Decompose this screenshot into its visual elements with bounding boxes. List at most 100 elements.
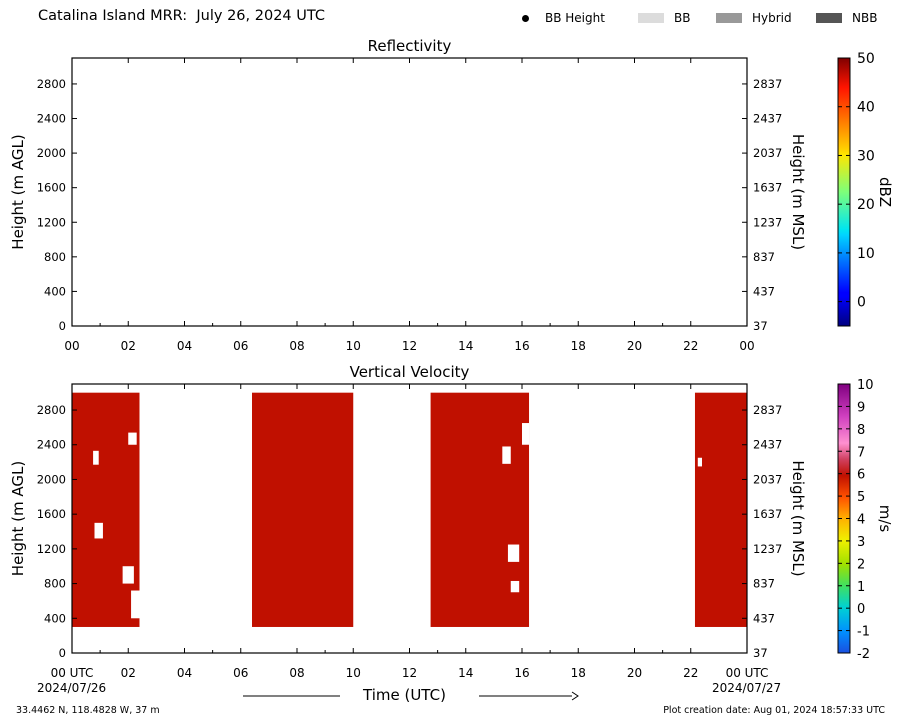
x-tick-label: 06 [233, 666, 248, 680]
arrow-head-icon [571, 691, 579, 701]
x-tick-label: 10 [346, 666, 361, 680]
y-right-axis-label: Height (m MSL) [789, 134, 807, 250]
y-tick-label: 800 [44, 577, 66, 591]
legend-marker [638, 13, 664, 23]
y-tick-label: 2400 [37, 112, 66, 126]
velocity-region [694, 392, 747, 627]
y-right-tick-label: 37 [753, 646, 768, 660]
x-tick-label: 18 [571, 666, 586, 680]
legend-item-hybrid: Hybrid [716, 11, 792, 25]
y-right-tick-label: 2037 [753, 472, 782, 486]
y-tick-label: 2000 [37, 472, 66, 486]
end-date-label: 2024/07/27 [712, 681, 782, 695]
data-gap [93, 450, 99, 465]
x-tick-label: 08 [289, 666, 304, 680]
y-tick-label: 2000 [37, 146, 66, 160]
y-right-tick-label: 1637 [753, 181, 782, 195]
x-tick-label: 06 [233, 339, 248, 353]
x-tick-label: 22 [683, 666, 698, 680]
legend-marker [522, 14, 529, 22]
data-gap [507, 544, 520, 562]
colorbar-tick-label: 50 [857, 51, 875, 67]
colorbar-tick-label: 4 [857, 513, 865, 528]
colorbar-tick-label: 0 [857, 295, 866, 311]
data-gap [697, 457, 702, 467]
x-tick-label: 00 UTC [51, 666, 94, 680]
x-axis-label: Time (UTC) [363, 686, 446, 704]
x-tick-label: 20 [627, 339, 642, 353]
y-right-axis-label: Height (m MSL) [789, 460, 807, 576]
y-right-tick-label: 2837 [753, 77, 782, 91]
x-tick-label: 08 [289, 339, 304, 353]
y-tick-label: 800 [44, 250, 66, 264]
colorbar-tick-label: 9 [857, 400, 865, 415]
x-tick-label: 04 [177, 666, 192, 680]
x-tick-label: 16 [514, 666, 529, 680]
colorbar-tick-label: -2 [857, 647, 870, 662]
x-tick-label: 20 [627, 666, 642, 680]
x-tick-label: 00 [64, 339, 79, 353]
y-right-tick-label: 837 [753, 577, 775, 591]
colorbar-tick-label: 40 [857, 100, 875, 116]
y-tick-label: 1200 [37, 215, 66, 229]
colorbar-tick-label: 1 [857, 580, 865, 595]
y-right-tick-label: 1237 [753, 542, 782, 556]
x-tick-label: 00 UTC [726, 666, 769, 680]
x-tick-label: 14 [458, 339, 473, 353]
plot-frame [71, 57, 748, 327]
colorbar-tick-label: -1 [857, 625, 870, 640]
y-tick-label: 1200 [37, 542, 66, 556]
colorbar-tick-label: 10 [857, 378, 874, 393]
y-tick-label: 2400 [37, 438, 66, 452]
x-tick-label: 02 [121, 339, 136, 353]
colorbar-tick-label: 2 [857, 557, 865, 572]
data-gap [522, 423, 530, 445]
y-right-tick-label: 2037 [753, 146, 782, 160]
y-tick-label: 2800 [37, 403, 66, 417]
y-right-tick-label: 837 [753, 250, 775, 264]
y-right-tick-label: 437 [753, 284, 775, 298]
colorbar-tick-label: 8 [857, 423, 865, 438]
legend-label: NBB [852, 11, 878, 25]
plot-creation-date: Plot creation date: Aug 01, 2024 18:57:3… [663, 705, 885, 716]
data-gap [122, 566, 134, 584]
y-tick-label: 2800 [37, 77, 66, 91]
y-tick-label: 1600 [37, 507, 66, 521]
y-right-tick-label: 2837 [753, 403, 782, 417]
y-axis-label: Height (m AGL) [9, 134, 27, 249]
x-tick-label: 00 [739, 339, 754, 353]
colorbar-tick-label: 0 [857, 602, 865, 617]
x-tick-label: 04 [177, 339, 192, 353]
colorbar-label: dBZ [876, 177, 894, 207]
data-gap [131, 590, 140, 619]
y-right-tick-label: 37 [753, 319, 768, 333]
colorbar-tick-label: 20 [857, 197, 875, 213]
y-right-tick-label: 1637 [753, 507, 782, 521]
x-tick-label: 02 [121, 666, 136, 680]
x-tick-label: 12 [402, 339, 417, 353]
y-right-tick-label: 2437 [753, 112, 782, 126]
start-date-label: 2024/07/26 [37, 681, 107, 695]
data-gap [128, 432, 137, 445]
colorbar-tick-label: 10 [857, 246, 875, 262]
y-tick-label: 400 [44, 611, 66, 625]
legend-item-bb: BB [638, 11, 690, 25]
legend-item-bb-height: BB Height [522, 11, 605, 25]
colorbar-label: m/s [876, 505, 894, 533]
data-gap [510, 580, 520, 593]
y-tick-label: 400 [44, 284, 66, 298]
plot-frame [71, 383, 748, 654]
velocity-region [72, 392, 140, 627]
legend: BB Height BB Hybrid NBB [0, 11, 900, 27]
data-gap [502, 446, 511, 464]
colorbar-tick-label: 6 [857, 468, 865, 483]
y-right-tick-label: 2437 [753, 438, 782, 452]
legend-marker [816, 13, 842, 23]
y-right-tick-label: 437 [753, 611, 775, 625]
page-title: Catalina Island MRR: July 26, 2024 UTC [38, 8, 325, 24]
legend-marker [716, 13, 742, 23]
y-tick-label: 0 [59, 319, 66, 333]
x-tick-label: 18 [571, 339, 586, 353]
legend-item-nbb: NBB [816, 11, 877, 25]
